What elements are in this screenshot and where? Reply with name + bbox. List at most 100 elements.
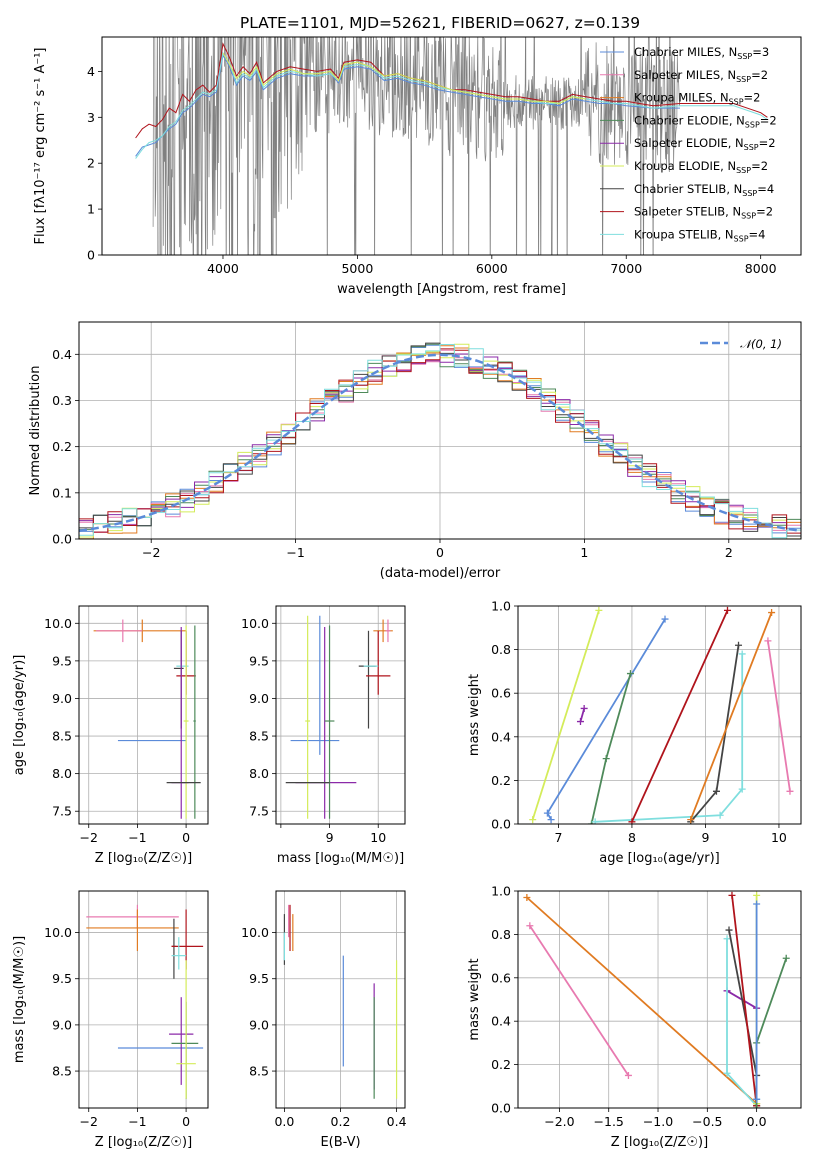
weight-marker [547, 816, 555, 824]
mass_vs_EBV-axes: 0.0 0.2 0.4 8.5 9.0 9.5 10.0 E(B-V) [241, 891, 407, 1150]
legend-label-tail: =2 [751, 159, 768, 173]
x-tick-label: 0.2 [331, 1114, 351, 1129]
y-tick-label: 9.5 [52, 971, 72, 986]
y-tick-label: 10.0 [44, 925, 72, 940]
y-tick-label: 0 [87, 248, 95, 263]
weight-marker [728, 891, 736, 899]
weight-marker [768, 609, 776, 617]
y-tick-label: 8.0 [52, 766, 72, 781]
y-tick-label: 0.2 [491, 773, 511, 788]
weight-marker [723, 1069, 731, 1077]
weight-marker [591, 818, 599, 824]
x-tick-label: −1 [128, 830, 146, 845]
weight-line [689, 612, 773, 820]
y-tick-label: 0.8 [491, 642, 511, 657]
weight-marker [735, 641, 743, 649]
x-tick-label: 0.4 [387, 1114, 407, 1129]
x-axis-label: wavelength [Angstrom, rest frame] [337, 282, 566, 297]
y-tick-label: 0.6 [491, 686, 511, 701]
weight-line [631, 610, 729, 823]
x-tick-label: 0.0 [747, 1114, 767, 1129]
legend-label-main: Chabrier STELIB, N [634, 182, 742, 196]
legend-label-main: Kroupa STELIB, N [634, 227, 734, 241]
x-axis-label: (data-model)/error [380, 566, 501, 581]
age_vs_mass-plot-area [285, 615, 393, 819]
y-tick-label: 7.5 [52, 804, 72, 819]
legend-label-sub: SSP [736, 75, 751, 84]
legend-label: Kroupa ELODIE, NSSP=2 [634, 159, 768, 175]
y-tick-label: 8.5 [52, 729, 72, 744]
y-tick-label: 10.0 [241, 616, 269, 631]
legend-label: Kroupa MILES, NSSP=2 [634, 91, 760, 107]
legend-label-main: Salpeter ELODIE, N [634, 136, 744, 150]
legend-label-main: Salpeter MILES, N [634, 68, 736, 82]
y-tick-label: 9.0 [52, 691, 72, 706]
legend-label-tail: =2 [756, 205, 773, 219]
weight_vs_age-frame [517, 605, 802, 825]
weight-marker [753, 1104, 761, 1108]
legend-label-tail: =2 [751, 68, 768, 82]
legend-label-sub: SSP [737, 52, 752, 61]
weight-marker [786, 787, 794, 795]
y-tick-label: 0.1 [52, 485, 72, 500]
spectrum-axes: 4000 5000 6000 7000 8000 0 1 2 3 4 wavelength [Ang… [33, 48, 777, 298]
x-tick-label: 2 [725, 545, 733, 560]
weight-line [531, 610, 600, 820]
residuals-legend: 𝒩(0, 1) [700, 337, 782, 351]
y-tick-label: 0.3 [52, 393, 72, 408]
x-tick-label: 10 [771, 830, 787, 845]
y-tick-label: 0.0 [52, 532, 72, 547]
errorbar-point [193, 625, 196, 819]
legend-label: Chabrier ELODIE, NSSP=2 [634, 113, 777, 129]
age_vs_Z-frame [78, 605, 209, 825]
errorbar-point [86, 909, 179, 952]
weight-marker [712, 787, 720, 795]
y-tick-label: 0.4 [491, 1014, 511, 1029]
age_vs_mass-frame [275, 605, 406, 825]
weight-marker [764, 637, 772, 645]
weight-marker [580, 704, 588, 712]
legend-label-main: Chabrier MILES, N [634, 45, 737, 59]
y-axis-label: Flux [fλ10⁻¹⁷ erg cm⁻² s⁻¹ A⁻¹] [33, 48, 48, 245]
y-tick-label: 2 [87, 156, 95, 171]
weight-marker [529, 816, 537, 824]
figure-title: PLATE=1101, MJD=52621, FIBERID=0627, z=0… [240, 14, 640, 32]
legend-label-sub: SSP [741, 212, 756, 221]
weight-marker [753, 900, 761, 908]
weight-line [529, 925, 630, 1076]
legend-label-sub: SSP [729, 98, 744, 107]
mass_vs_Z-plot-area [86, 904, 204, 1099]
errorbar-point [183, 625, 189, 819]
x-tick-label: −1.5 [594, 1114, 624, 1129]
legend-label-tail: =2 [759, 136, 776, 150]
weight-marker [782, 954, 790, 962]
x-axis-label: age [log₁₀(age/yr)] [599, 851, 720, 866]
y-tick-label: 0.8 [491, 927, 511, 942]
weight-marker [687, 816, 695, 824]
x-tick-label: 7 [554, 830, 562, 845]
spectrum-frame [101, 36, 802, 256]
model-line [222, 52, 586, 105]
y-axis-label: mass weight [467, 674, 482, 756]
model-line [135, 42, 768, 139]
x-tick-label: 9 [326, 830, 334, 845]
weight-marker [753, 891, 761, 899]
errorbar-point [366, 630, 391, 695]
x-axis-label: mass [log₁₀(M/M☉)] [277, 851, 404, 866]
x-tick-label: 0.0 [274, 1114, 294, 1129]
weight-line [731, 895, 758, 1106]
y-tick-label: 0.0 [491, 817, 511, 832]
data-spectrum-line [152, 37, 681, 255]
legend-label-sub: SSP [734, 234, 749, 243]
legend-label: Salpeter STELIB, NSSP=2 [634, 205, 773, 221]
x-axis-label: E(B-V) [320, 1135, 360, 1150]
legend-label-tail: =4 [749, 227, 766, 241]
x-tick-label: 0 [436, 545, 444, 560]
y-tick-label: 8.5 [52, 1064, 72, 1079]
legend-label-tail: =3 [752, 45, 769, 59]
y-tick-label: 10.0 [44, 616, 72, 631]
weight-marker [602, 755, 610, 763]
x-tick-label: −2.0 [544, 1114, 574, 1129]
